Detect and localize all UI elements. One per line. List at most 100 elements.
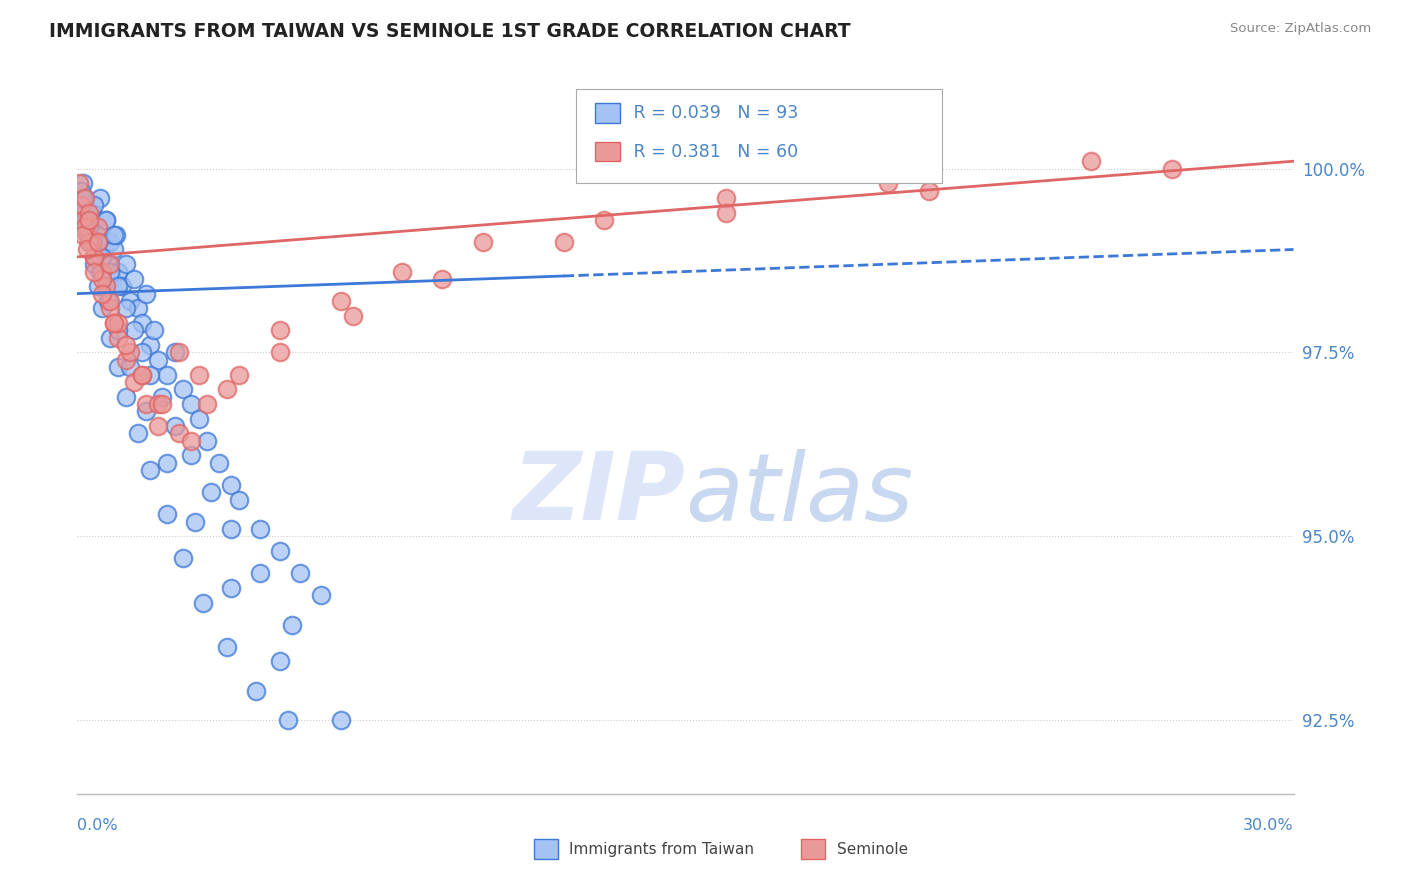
Point (249, 566, 271, 581)
Point (221, 581, 243, 595)
Point (269, 323, 291, 337)
Point (107, 264, 129, 278)
Point (86, 235, 108, 249)
Point (90, 250, 112, 264)
Point (180, 397, 202, 411)
Text: IMMIGRANTS FROM TAIWAN VS SEMINOLE 1ST GRADE CORRELATION CHART: IMMIGRANTS FROM TAIWAN VS SEMINOLE 1ST G… (49, 22, 851, 41)
Point (98, 257, 121, 271)
Point (1161, 161, 1184, 176)
Point (98, 264, 121, 278)
Point (281, 617, 304, 632)
Point (228, 492, 250, 507)
Point (139, 368, 162, 382)
Point (471, 235, 494, 249)
Point (245, 684, 267, 698)
Point (167, 345, 190, 359)
Point (553, 235, 575, 249)
Point (221, 522, 243, 536)
Point (76, 213, 98, 227)
Point (184, 515, 207, 529)
Point (107, 316, 129, 330)
Point (115, 352, 138, 367)
Point (163, 419, 186, 434)
Text: 0.0%: 0.0% (77, 818, 118, 832)
Point (143, 323, 166, 337)
Point (79, 227, 101, 242)
Point (101, 272, 124, 286)
Point (89, 264, 111, 278)
Text: R = 0.381   N = 60: R = 0.381 N = 60 (628, 143, 799, 161)
Point (83, 264, 105, 278)
Point (75, 213, 97, 227)
Point (75, 220, 97, 235)
Point (115, 338, 138, 352)
Point (155, 456, 177, 470)
Point (83, 250, 105, 264)
Point (104, 227, 127, 242)
Point (70, 198, 93, 212)
Point (118, 293, 141, 308)
Point (155, 368, 177, 382)
Point (83, 250, 105, 264)
Point (877, 176, 900, 190)
Point (432, 272, 454, 286)
Point (135, 286, 157, 301)
Point (593, 213, 616, 227)
Point (70, 198, 93, 212)
Point (221, 478, 243, 492)
Point (714, 205, 737, 219)
Point (75, 191, 97, 205)
Point (107, 331, 129, 345)
Point (188, 368, 211, 382)
Point (86, 220, 108, 235)
Point (228, 368, 250, 382)
Point (67, 220, 90, 235)
Point (67, 176, 90, 190)
Point (115, 301, 138, 316)
Point (98, 301, 121, 316)
Point (269, 544, 291, 558)
Point (103, 316, 125, 330)
Point (90, 286, 112, 301)
Point (208, 456, 231, 470)
Point (97, 257, 120, 271)
Point (79, 205, 101, 219)
Point (200, 485, 222, 500)
Point (131, 345, 153, 359)
Point (79, 235, 101, 249)
Point (139, 463, 162, 477)
Point (180, 434, 202, 448)
Point (103, 227, 125, 242)
Point (107, 360, 129, 375)
Text: Source: ZipAtlas.com: Source: ZipAtlas.com (1230, 22, 1371, 36)
Point (94, 213, 117, 227)
Point (191, 596, 214, 610)
Text: ZIP: ZIP (513, 448, 686, 541)
Point (107, 279, 129, 293)
Point (98, 331, 121, 345)
Point (127, 301, 149, 316)
Point (93, 243, 115, 257)
Text: Immigrants from Taiwan: Immigrants from Taiwan (569, 842, 755, 856)
Point (131, 316, 153, 330)
Point (83, 198, 105, 212)
Point (172, 382, 194, 396)
Point (103, 243, 125, 257)
Point (127, 426, 149, 441)
Point (195, 397, 218, 411)
Point (309, 588, 332, 602)
Point (217, 640, 239, 654)
Point (329, 714, 352, 728)
Point (135, 397, 157, 411)
Point (131, 368, 153, 382)
Point (269, 655, 291, 669)
Point (131, 368, 153, 382)
Point (72, 191, 94, 205)
Point (72, 176, 94, 190)
Point (180, 449, 202, 463)
Point (188, 411, 211, 425)
Point (152, 397, 174, 411)
Point (148, 419, 170, 434)
Point (107, 323, 129, 337)
Point (115, 257, 138, 271)
